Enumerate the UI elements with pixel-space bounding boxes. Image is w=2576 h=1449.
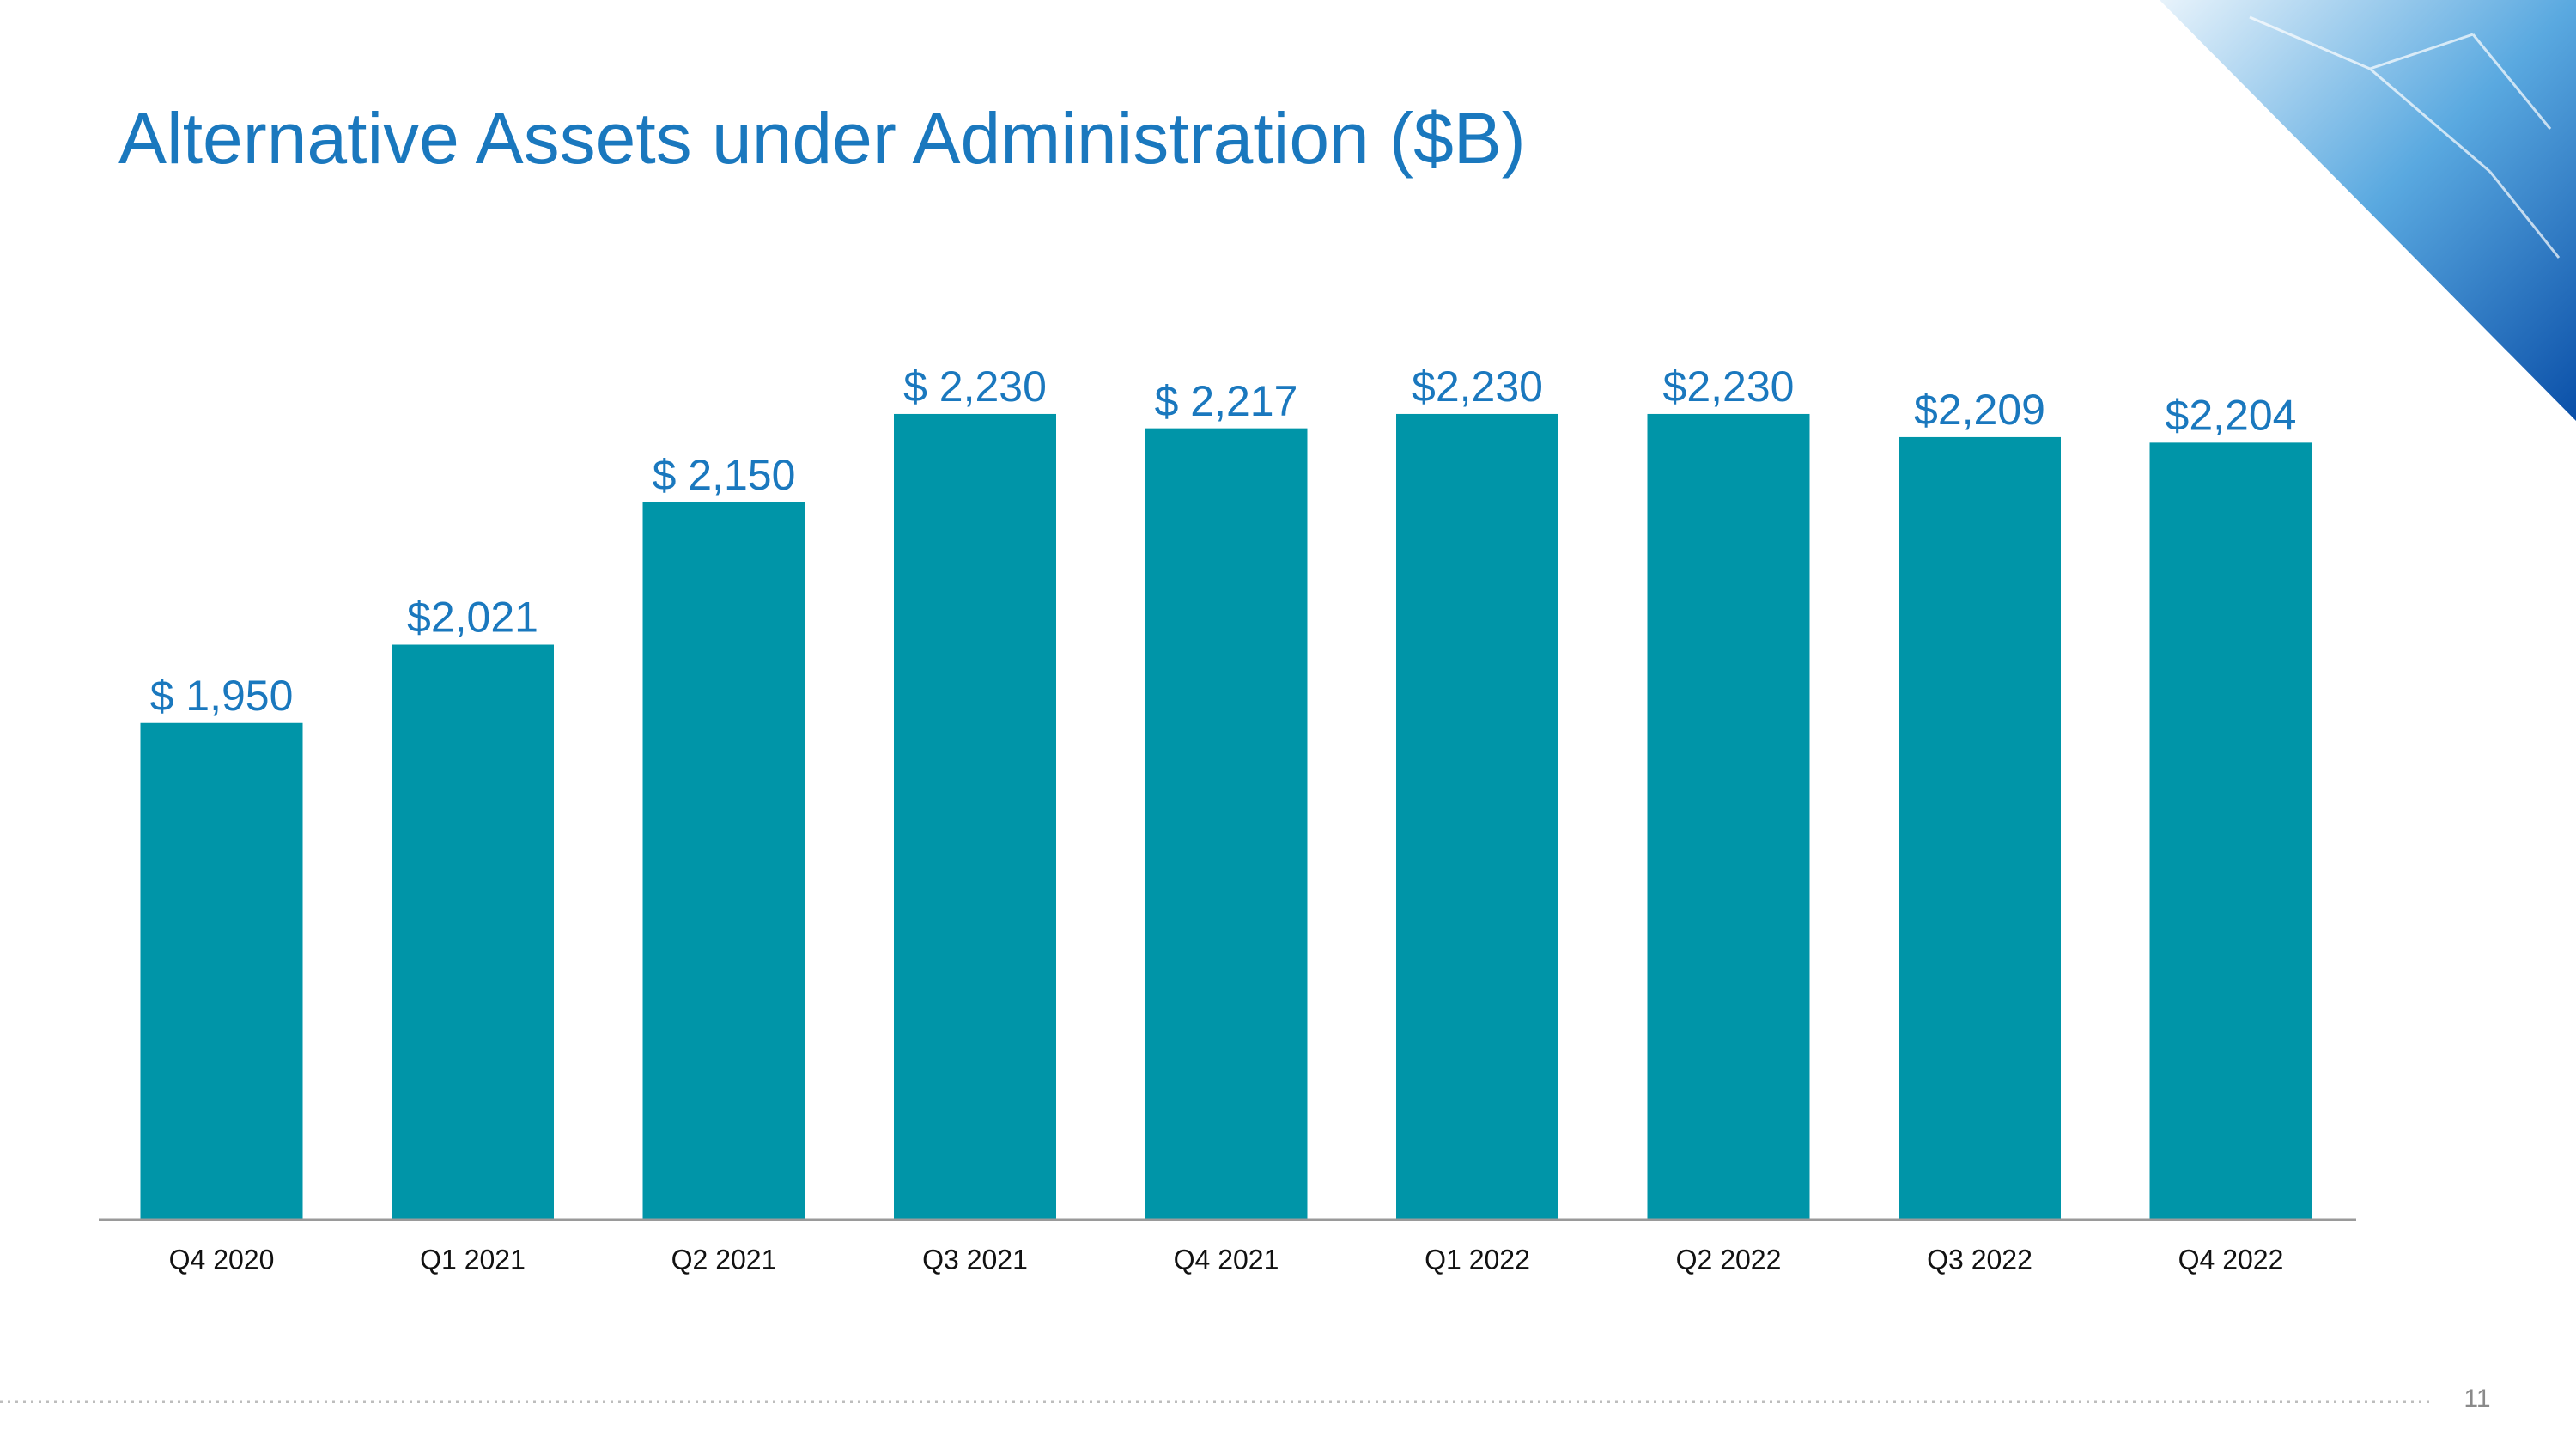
x-tick-label: Q4 2020 — [169, 1244, 275, 1275]
bar — [140, 722, 303, 1220]
bar — [642, 502, 805, 1220]
data-label: $ 2,150 — [653, 451, 796, 499]
data-label: $ 1,950 — [150, 672, 294, 720]
data-label: $2,230 — [1412, 362, 1543, 411]
data-label: $2,204 — [2166, 392, 2297, 440]
bar — [1647, 413, 1810, 1220]
data-label: $ 2,230 — [903, 362, 1047, 411]
data-label: $2,021 — [407, 594, 538, 642]
x-tick-label: Q1 2022 — [1425, 1244, 1530, 1275]
data-label: $2,230 — [1663, 362, 1795, 411]
x-tick-label: Q2 2022 — [1676, 1244, 1782, 1275]
corner-decoration — [2160, 0, 2576, 421]
bar — [1145, 428, 1308, 1220]
page-number: 11 — [2464, 1385, 2490, 1413]
x-tick-label: Q4 2021 — [1174, 1244, 1279, 1275]
x-tick-label: Q2 2021 — [671, 1244, 777, 1275]
chart-title: Alternative Assets under Administration … — [118, 98, 1526, 179]
bar — [1899, 436, 2061, 1220]
bar — [392, 644, 554, 1220]
bar — [2149, 442, 2312, 1220]
x-tick-label: Q3 2021 — [922, 1244, 1028, 1275]
x-tick-label: Q1 2021 — [420, 1244, 526, 1275]
network-lines — [2249, 15, 2561, 259]
data-label: $ 2,217 — [1155, 377, 1298, 425]
data-label: $2,209 — [1914, 386, 2045, 434]
x-tick-label: Q3 2022 — [1927, 1244, 2032, 1275]
bar — [894, 413, 1056, 1220]
x-tick-label: Q4 2022 — [2178, 1244, 2284, 1275]
bar — [1396, 413, 1558, 1220]
